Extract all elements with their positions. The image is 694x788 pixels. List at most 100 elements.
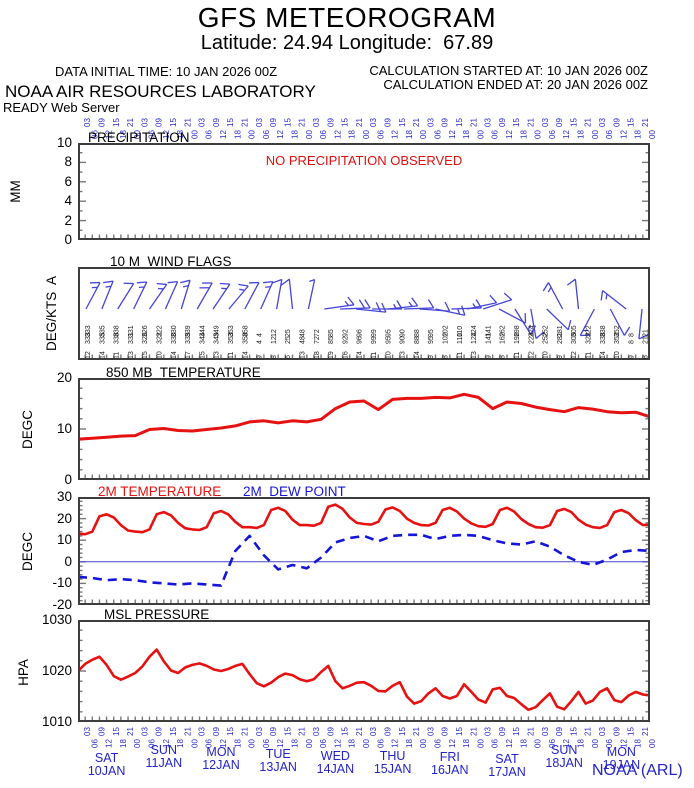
hour-tick-label: 21 (526, 727, 536, 736)
wind-title: 10 M WIND FLAGS (110, 254, 232, 269)
day-label: MON 12JAN (189, 746, 253, 772)
wind-speed-value: 9 (485, 355, 493, 359)
y-tick-label: -20 (52, 597, 72, 612)
wind-direction-value: 124 (471, 332, 479, 344)
hour-tick-label: 21 (354, 727, 364, 736)
hour-tick-label: 06 (605, 130, 615, 139)
hour-tick-label: 06 (376, 130, 386, 139)
wind-speed-value: 18 (313, 351, 321, 359)
wind-barbs-plot (84, 278, 648, 358)
wind-direction-value: 92 (342, 336, 350, 344)
day-name: THU (379, 749, 406, 763)
y-tick-label: 30 (56, 489, 72, 504)
precipitation-plot (80, 151, 648, 238)
calculation-times: CALCULATION STARTED AT: 10 JAN 2026 00Z … (356, 64, 648, 92)
precip-title: PRECIPITATION (88, 130, 190, 145)
series-850-mb-temperature (80, 392, 648, 441)
wind-speed-value: 13 (299, 351, 307, 359)
day-name: FRI (439, 750, 460, 764)
wind-speed-value: 12 (85, 351, 93, 359)
wind-direction-value: 4 (256, 340, 264, 344)
hour-tick-label: 15 (512, 118, 522, 127)
y-tick-label: 0 (64, 553, 72, 569)
hour-tick-label: 03 (426, 727, 436, 736)
wind-speed-value: 9 (556, 355, 564, 359)
wind-speed-value: 8 (642, 355, 650, 359)
y-tick-label: 0 (64, 232, 72, 247)
hour-tick-label: 09 (154, 118, 164, 127)
day-date: 12JAN (202, 758, 240, 772)
day-name: SAT (94, 751, 119, 765)
hour-tick-label: 15 (340, 727, 350, 736)
wind-direction-value: 322 (585, 332, 593, 344)
wind-direction-value: 281 (556, 332, 564, 344)
y-tick-label: 10 (56, 421, 72, 436)
wind-direction-value: 102 (442, 332, 450, 344)
day-date: 16JAN (431, 763, 469, 777)
hour-tick-label: 21 (183, 118, 193, 127)
y-tick-label: 2 (64, 212, 72, 228)
ready-web-server-label: READY Web Server (3, 100, 120, 115)
wind-direction-value: 72 (313, 336, 321, 344)
hour-tick-label: 00 (304, 130, 314, 139)
day-date: 17JAN (488, 765, 526, 779)
wind-speed-value: 13 (471, 351, 479, 359)
wind-speed-value: 11 (113, 351, 121, 359)
hour-tick-label: 15 (454, 727, 464, 736)
hour-tick-label: 15 (397, 727, 407, 736)
wind-speed-value: 17 (185, 351, 193, 359)
hour-tick-label: 15 (512, 727, 522, 736)
wind-speed-value: 14 (413, 351, 421, 359)
hour-tick-label: 09 (211, 727, 221, 736)
wind-direction-value: 88 (413, 336, 421, 344)
day-name: SAT (495, 752, 519, 766)
hour-tick-label: 09 (555, 118, 565, 127)
hour-tick-label: 03 (540, 118, 550, 127)
data-initial-time: DATA INITIAL TIME: 10 JAN 2026 00Z (55, 64, 278, 79)
hour-tick-label: 09 (612, 118, 622, 127)
hour-tick-label: 15 (340, 118, 350, 127)
hour-tick-label: 12 (619, 130, 629, 139)
hour-tick-label: 03 (140, 727, 150, 736)
y-tick-label: 4 (64, 193, 72, 209)
wind-speed-value: 12 (528, 351, 536, 359)
hour-tick-label: 15 (454, 118, 464, 127)
day-label: SAT 10JAN (75, 752, 139, 778)
hour-tick-label: 09 (326, 727, 336, 736)
hour-tick-label: 03 (426, 118, 436, 127)
hour-tick-label: 03 (369, 118, 379, 127)
wind-speed-value: 15 (142, 351, 150, 359)
wind-direction-value: 338 (113, 332, 121, 344)
hour-tick-label: 21 (412, 118, 422, 127)
wind-direction-value: 110 (456, 332, 464, 344)
hour-tick-label: 06 (204, 130, 214, 139)
wind-speed-value: 11 (514, 351, 522, 359)
hour-tick-label: 21 (126, 118, 136, 127)
precip-y-unit: MM (7, 180, 23, 203)
wind-speed-value: 10 (156, 351, 164, 359)
hour-tick-label: 21 (183, 727, 193, 736)
no-precip-annotation: NO PRECIPITATION OBSERVED (265, 153, 463, 168)
day-date: 15JAN (373, 762, 412, 776)
wind-direction-value: 326 (142, 332, 150, 344)
hour-tick-label: 15 (226, 727, 236, 736)
hour-tick-label: 03 (197, 118, 207, 127)
hour-tick-label: 12 (333, 130, 343, 139)
t850-plot (80, 387, 648, 478)
hour-tick-label: 03 (83, 118, 93, 127)
hour-tick-label: 03 (597, 118, 607, 127)
wind-direction-value: 90 (399, 336, 407, 344)
hour-tick-label: 21 (126, 727, 136, 736)
wind-direction-value: 21 (642, 336, 650, 344)
day-axis: SAT 10JAN SUN 11JAN MON 12JAN TUE 13JAN WED 14JAN… (0, 742, 694, 784)
hour-tick-label: 12 (276, 130, 286, 139)
hour-tick-label: 12 (390, 130, 400, 139)
hour-tick-label: 18 (404, 130, 414, 139)
hour-tick-label: 09 (440, 727, 450, 736)
wind-speed-value: 10 (385, 351, 393, 359)
hour-tick-label: 09 (326, 118, 336, 127)
noaa-arl-credit: NOAA (ARL) (592, 762, 683, 779)
hour-tick-label: 18 (576, 130, 586, 139)
y-tick-label: 10 (56, 135, 72, 150)
day-label: FRI 16JAN (418, 751, 482, 777)
